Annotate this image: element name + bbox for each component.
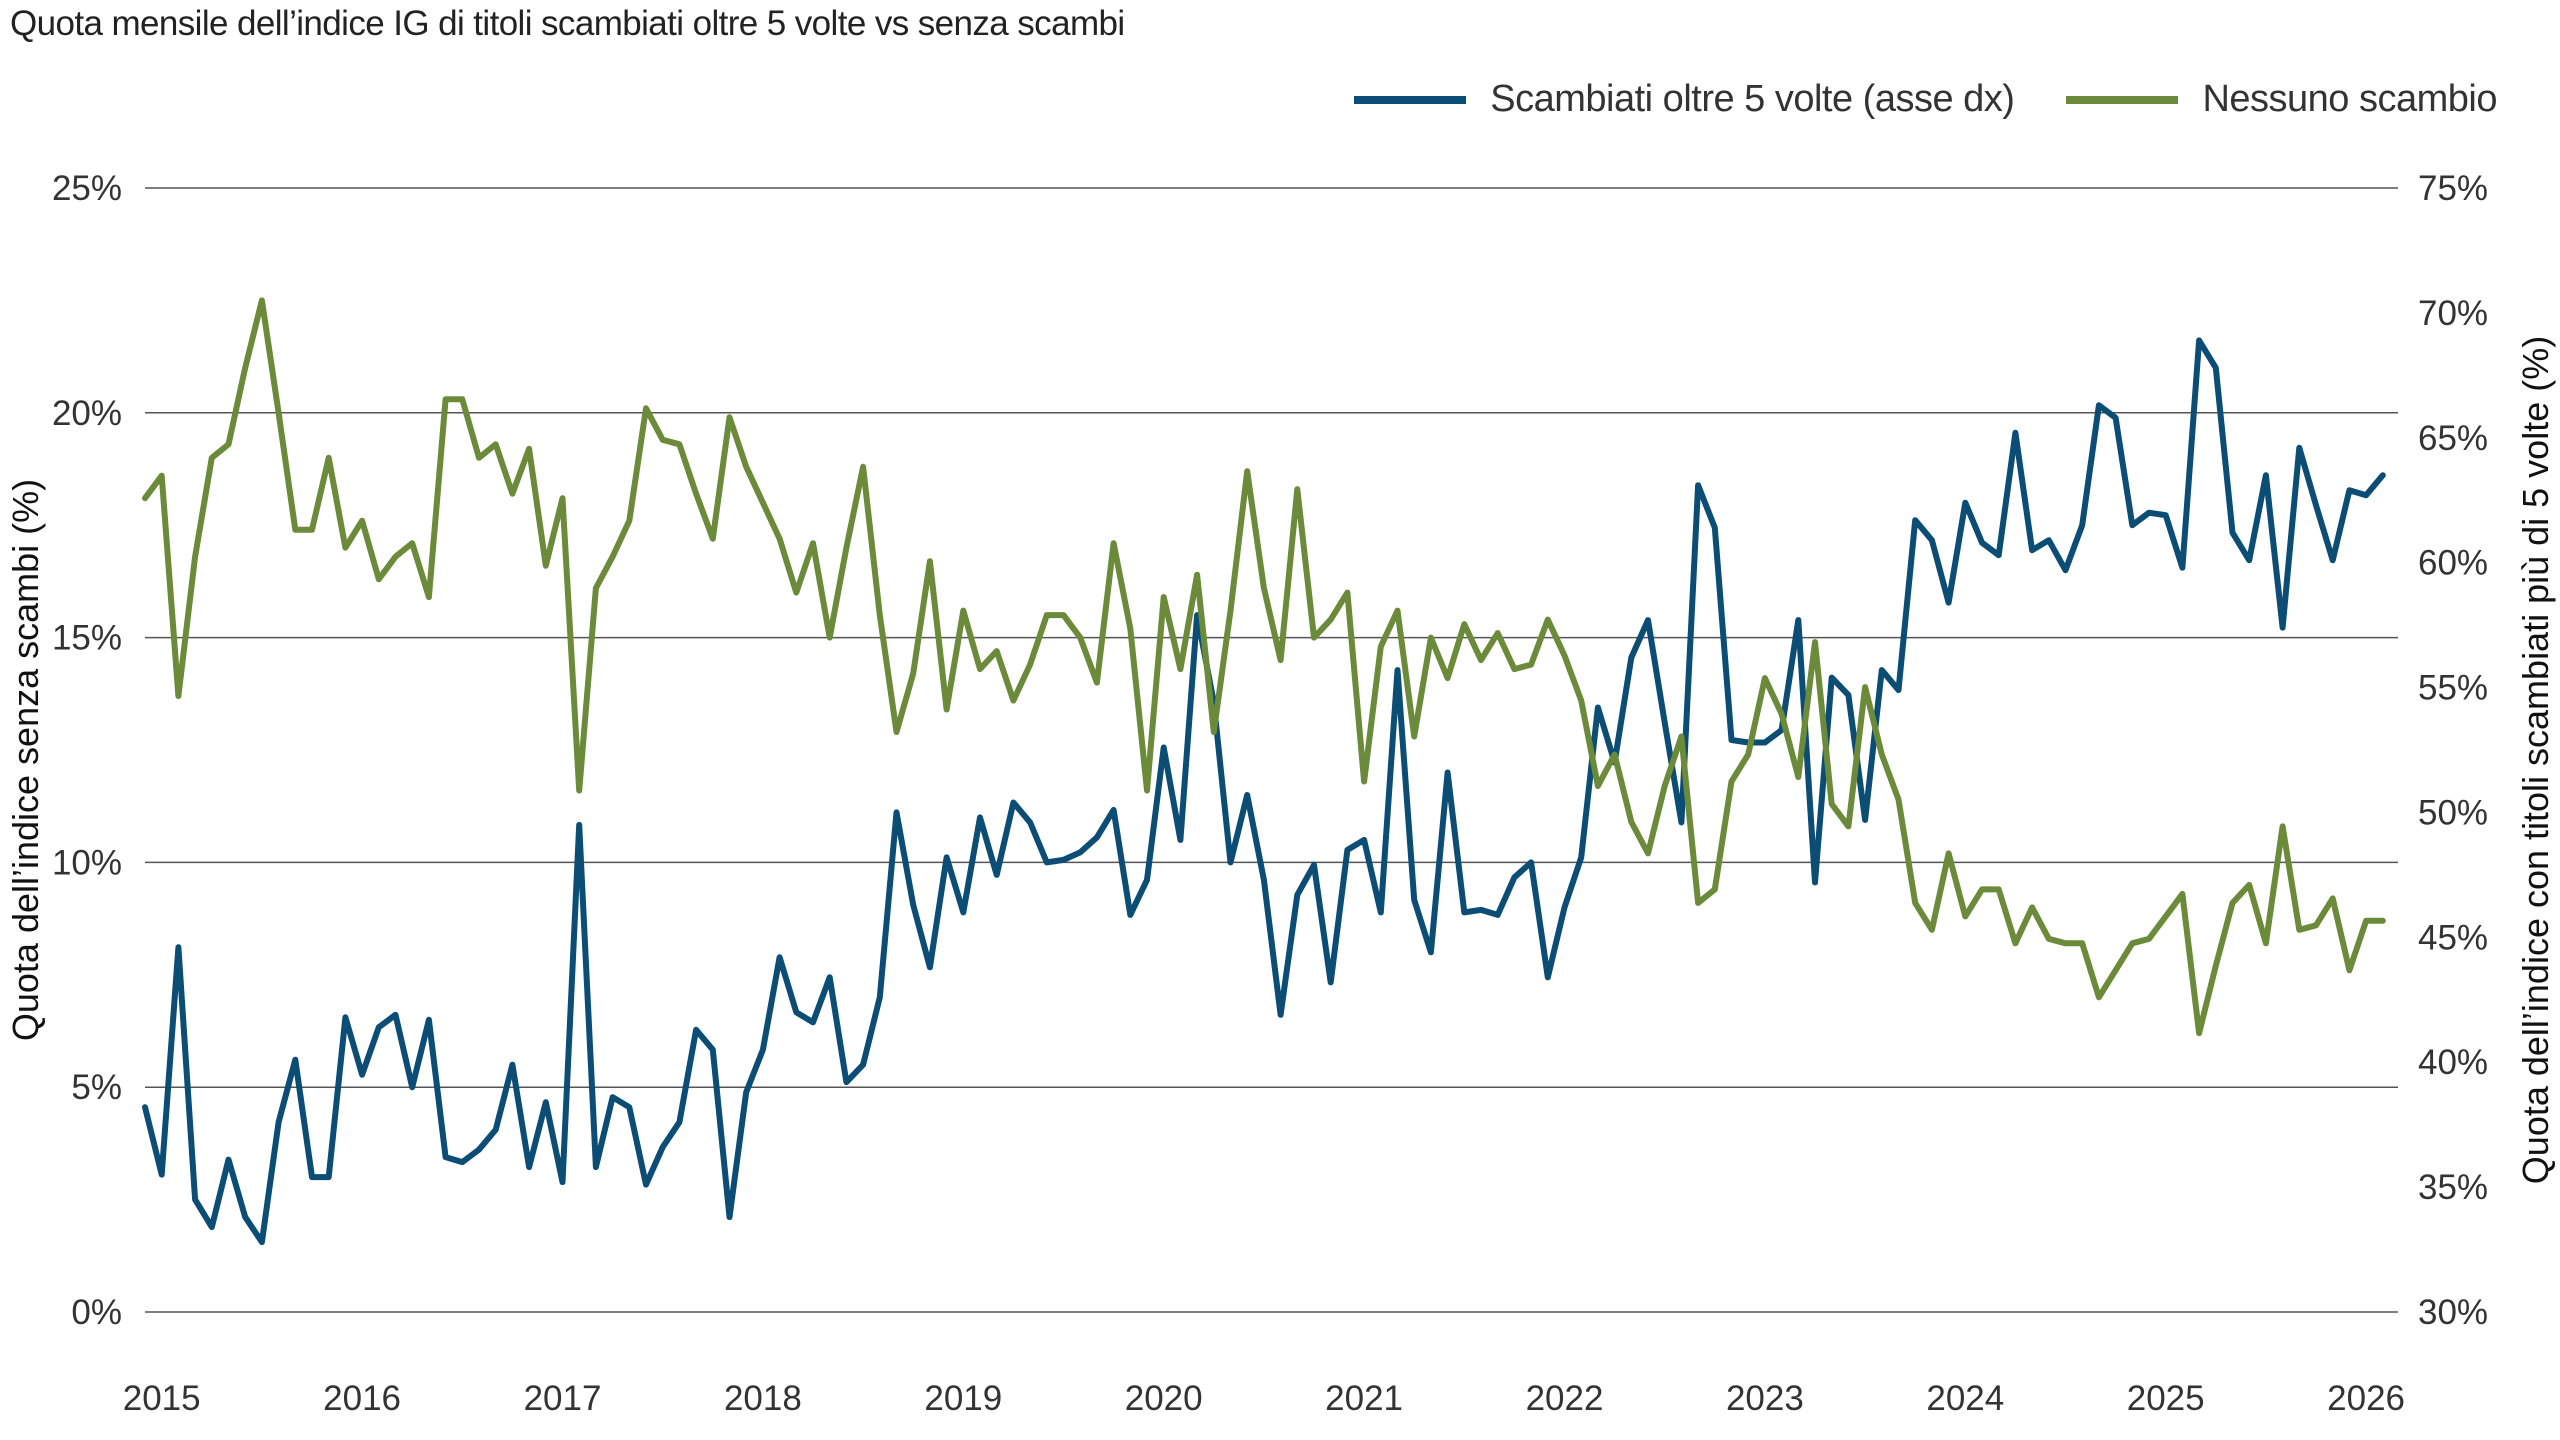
legend-item-traded: Scambiati oltre 5 volte (asse dx) <box>1354 78 2015 121</box>
x-tick-label: 2016 <box>323 1379 401 1418</box>
y-right-tick-label: 70% <box>2418 294 2488 333</box>
y-right-tick-label: 40% <box>2418 1043 2488 1082</box>
x-tick-label: 2023 <box>1726 1379 1804 1418</box>
y-right-tick-label: 35% <box>2418 1168 2488 1207</box>
y-left-tick-label: 5% <box>71 1068 122 1107</box>
legend-swatch-no-trade <box>2066 95 2179 104</box>
y-left-tick-label: 15% <box>52 619 122 658</box>
x-tick-label: 2019 <box>924 1379 1002 1418</box>
legend-swatch-traded <box>1354 95 1467 104</box>
x-tick-label: 2024 <box>1926 1379 2004 1418</box>
x-tick-label: 2021 <box>1325 1379 1403 1418</box>
x-tick-label: 2020 <box>1125 1379 1203 1418</box>
chart-title: Quota mensile dell’indice IG di titoli s… <box>10 4 1125 43</box>
y-right-axis-title: Quota dell’indice con titoli scambiati p… <box>2515 336 2556 1184</box>
y-left-tick-label: 10% <box>52 843 122 882</box>
legend: Scambiati oltre 5 volte (asse dx) Nessun… <box>1320 78 2497 121</box>
y-left-tick-label: 25% <box>52 169 122 208</box>
y-right-tick-label: 30% <box>2418 1293 2488 1332</box>
y-right-tick-label: 55% <box>2418 669 2488 708</box>
x-tick-label: 2026 <box>2327 1379 2405 1418</box>
y-right-tick-label: 45% <box>2418 918 2488 957</box>
legend-item-no-trade: Nessuno scambio <box>2066 78 2497 121</box>
y-left-tick-label: 20% <box>52 394 122 433</box>
y-right-tick-label: 60% <box>2418 544 2488 583</box>
series-line-no-trade <box>142 297 2386 1037</box>
x-tick-label: 2017 <box>524 1379 602 1418</box>
y-right-tick-label: 65% <box>2418 419 2488 458</box>
legend-label-traded: Scambiati oltre 5 volte (asse dx) <box>1490 78 2015 120</box>
y-right-tick-label: 75% <box>2418 169 2488 208</box>
legend-label-no-trade: Nessuno scambio <box>2202 78 2497 120</box>
y-left-tick-label: 0% <box>71 1293 122 1332</box>
x-tick-label: 2025 <box>2127 1379 2205 1418</box>
x-tick-label: 2022 <box>1526 1379 1604 1418</box>
x-tick-label: 2018 <box>724 1379 802 1418</box>
y-left-axis-title: Quota dell’indice senza scambi (%) <box>5 479 46 1041</box>
x-tick-label: 2015 <box>123 1379 201 1418</box>
series-line-traded-over-5 <box>142 337 2386 1246</box>
y-right-tick-label: 50% <box>2418 793 2488 832</box>
